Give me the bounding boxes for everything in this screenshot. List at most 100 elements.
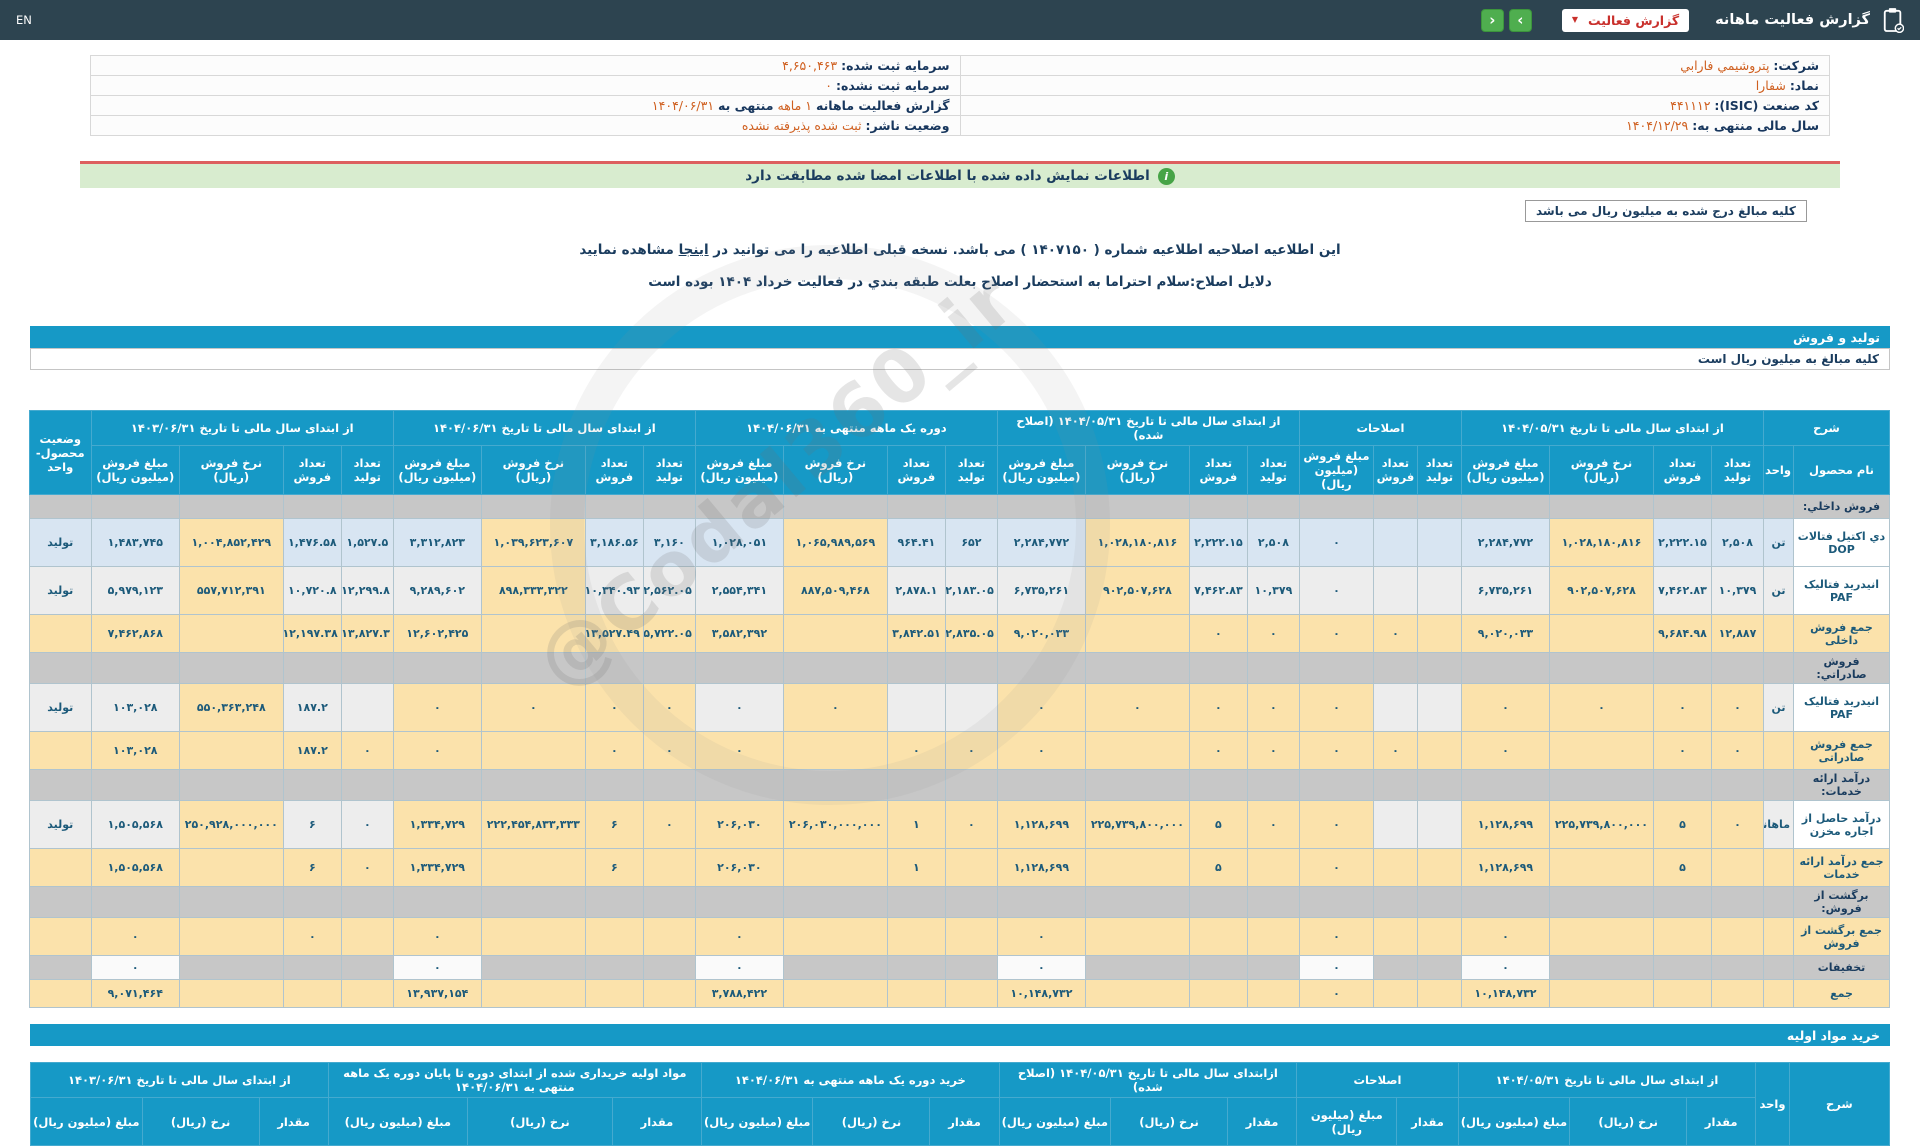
column-header: مبلغ فروش (میلیون ریال): [694, 445, 784, 495]
value-cell: [1084, 848, 1190, 887]
value-cell: ۱,۰۰۴,۸۵۲,۴۲۹: [178, 518, 284, 567]
column-header: تعداد تولید: [340, 445, 394, 495]
value-cell: ۱: [886, 800, 946, 849]
status-cell: [28, 494, 92, 519]
value-cell: [642, 848, 696, 887]
row-label: فروش داخلي:: [1793, 494, 1890, 519]
previous-version-link[interactable]: اینجا: [678, 242, 709, 258]
value-cell: ۱۵,۷۲۲.۰۵: [642, 614, 696, 653]
value-cell: ۳,۱۸۶.۵۶: [584, 518, 644, 567]
value-cell: [1548, 614, 1654, 653]
value-cell: [1710, 494, 1764, 519]
nav-back-button[interactable]: ‹: [1480, 8, 1504, 32]
value-cell: ۰: [1298, 848, 1374, 887]
unit-cell: [1762, 917, 1795, 956]
unregistered-capital-value: ۰: [825, 78, 832, 93]
value-cell: ۱,۳۳۴,۷۲۹: [392, 848, 482, 887]
value-cell: ۸۹۸,۳۳۳,۳۲۲: [480, 566, 586, 615]
value-cell: ۶,۷۳۵,۲۶۱: [1460, 566, 1550, 615]
sales-subtitle: کلیه مبالغ به میلیون ریال است: [30, 348, 1890, 370]
value-cell: ۳,۳۱۲,۸۲۳: [392, 518, 482, 567]
value-cell: ۰: [1188, 731, 1248, 770]
value-cell: ۰: [1298, 955, 1374, 980]
value-cell: [1298, 769, 1374, 801]
value-cell: [1372, 566, 1418, 615]
row-label: فروش صادراتي:: [1793, 652, 1890, 684]
signature-match-banner: i اطلاعات نمایش داده شده با اطلاعات امضا…: [80, 161, 1840, 188]
unit-cell: [1762, 979, 1795, 1008]
column-header: تعداد تولید: [944, 445, 998, 495]
value-cell: [480, 652, 586, 684]
column-group-header: خرید دوره یک ماهه منتهی به ۱۴۰۴/۰۶/۳۱: [701, 1062, 1000, 1098]
company-label: شرکت:: [1773, 58, 1819, 73]
value-cell: ۱۲,۵۶۲.۰۵: [642, 566, 696, 615]
value-cell: ۵: [1188, 848, 1248, 887]
value-cell: [1372, 769, 1418, 801]
value-cell: ۲,۲۸۴,۷۷۲: [1460, 518, 1550, 567]
value-cell: [340, 769, 394, 801]
value-cell: [1372, 886, 1418, 918]
column-group-header: ازابتدای سال مالی تا تاریخ ۱۴۰۴/۰۵/۳۱ (ا…: [998, 1062, 1298, 1098]
value-cell: [90, 652, 180, 684]
value-cell: ۲,۵۰۸: [1246, 518, 1300, 567]
unit-cell: تن: [1762, 566, 1795, 615]
value-cell: [1652, 886, 1712, 918]
table-row: انيدريد فتاليک PAF تن ۰ ۰ ۰ ۰ ۰ ۰ ۰ ۰ ۰ ۰ ۰ ۰ ۰ ۰ ۰ ۱۸۷.۲…: [28, 683, 1890, 732]
status-cell: [28, 886, 92, 918]
company-value: پتروشيمي فارابي: [1680, 58, 1770, 73]
value-cell: ۰: [1652, 731, 1712, 770]
value-cell: [1188, 886, 1248, 918]
value-cell: [584, 652, 644, 684]
symbol-value: شفارا: [1755, 78, 1786, 93]
value-cell: ۹,۰۲۰,۰۳۳: [1460, 614, 1550, 653]
row-label: جمع فروش داخلی: [1793, 614, 1890, 653]
column-header: تعداد فروش: [886, 445, 946, 495]
value-cell: [782, 614, 888, 653]
nav-forward-button[interactable]: ›: [1508, 8, 1532, 32]
language-toggle-en[interactable]: EN: [16, 13, 32, 27]
value-cell: ۶: [282, 848, 342, 887]
column-header: مقدار: [1227, 1097, 1298, 1146]
column-header: تعداد تولید: [1416, 445, 1462, 495]
value-cell: [996, 886, 1086, 918]
report-period-length: ۱ ماهه: [777, 98, 813, 113]
value-cell: ۰: [1460, 731, 1550, 770]
table-row: جمع فروش داخلی ۱۲,۸۸۷ ۹,۶۸۴.۹۸ ۹,۰۲۰,۰۳۳ ۰ ۰ ۰…: [28, 614, 1890, 653]
value-cell: ۰: [1460, 683, 1550, 732]
unit-cell: [1762, 955, 1795, 980]
section-header-sales: تولید و فروش: [30, 326, 1890, 348]
value-cell: ۱۰,۳۴۰.۹۳: [584, 566, 644, 615]
value-cell: [1084, 886, 1190, 918]
value-cell: ۰: [340, 848, 394, 887]
report-period-label: گزارش فعالیت ماهانه: [815, 98, 950, 113]
value-cell: ۳,۷۸۸,۴۲۲: [694, 979, 784, 1008]
value-cell: ۱,۱۲۸,۶۹۹: [1460, 800, 1550, 849]
value-cell: ۵: [1188, 800, 1248, 849]
fiscal-year-cell: سال مالی منتهی به: ۱۴۰۴/۱۲/۲۹: [959, 115, 1830, 136]
value-cell: ۷,۴۶۲.۸۳: [1188, 566, 1248, 615]
value-cell: [1246, 917, 1300, 956]
value-cell: ۲۲۵,۷۳۹,۸۰۰,۰۰۰: [1548, 800, 1654, 849]
capital-label: سرمایه ثبت شده:: [841, 58, 950, 73]
value-cell: ۱۸۷.۲: [282, 683, 342, 732]
value-cell: ۰: [1460, 917, 1550, 956]
column-group-header: از ابتدای سال مالی تا تاریخ ۱۴۰۳/۰۶/۳۱: [90, 410, 394, 446]
report-type-label: گزارش فعالیت: [1588, 12, 1680, 28]
unit-cell: تن: [1762, 683, 1795, 732]
table-row: برگشت از فروش:: [28, 886, 1890, 918]
value-cell: [584, 886, 644, 918]
value-cell: ۰: [996, 731, 1086, 770]
value-cell: ۶,۷۳۵,۲۶۱: [996, 566, 1086, 615]
value-cell: ۰: [1298, 917, 1374, 956]
value-cell: [782, 979, 888, 1008]
column-header: مبلغ (میلیون ریال): [327, 1097, 468, 1146]
page-title: گزارش فعالیت ماهانه: [1715, 12, 1870, 28]
report-type-dropdown[interactable]: گزارش فعالیت ▼: [1561, 8, 1690, 32]
column-group-header: از ابتدای سال مالی تا تاریخ ۱۴۰۴/۰۶/۳۱: [392, 410, 696, 446]
value-cell: [944, 955, 998, 980]
column-header: مبلغ (میلیون ریال): [1296, 1097, 1398, 1146]
value-cell: [1710, 917, 1764, 956]
value-cell: [642, 886, 696, 918]
top-bar: گزارش فعالیت ماهانه گزارش فعالیت ▼ › ‹ E…: [0, 0, 1920, 40]
value-cell: ۶۵۲: [944, 518, 998, 567]
